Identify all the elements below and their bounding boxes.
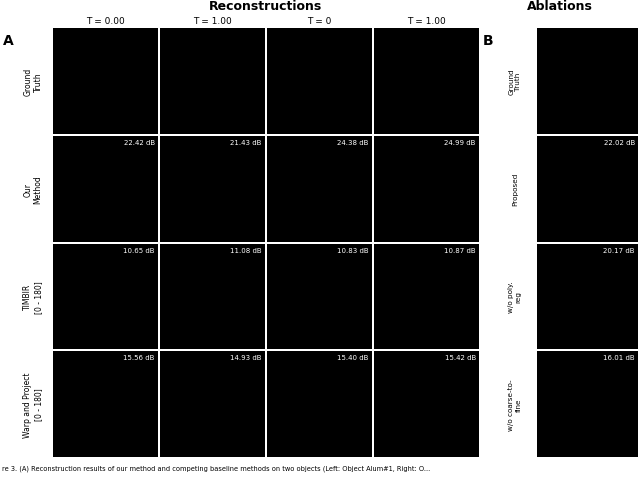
Text: 10.87 dB: 10.87 dB	[444, 247, 476, 253]
Text: Ground
Truth: Ground Truth	[509, 69, 522, 95]
Text: Reconstructions: Reconstructions	[209, 0, 323, 13]
Text: 20.17 dB: 20.17 dB	[604, 247, 635, 253]
Text: 15.40 dB: 15.40 dB	[337, 355, 369, 360]
Text: re 3. (A) Reconstruction results of our method and competing baseline methods on: re 3. (A) Reconstruction results of our …	[2, 465, 430, 471]
Text: 21.43 dB: 21.43 dB	[230, 140, 262, 145]
Text: 22.02 dB: 22.02 dB	[604, 140, 635, 145]
Text: T = 1.00: T = 1.00	[193, 17, 232, 25]
Text: Warp and Project
[0 - 180]: Warp and Project [0 - 180]	[23, 372, 43, 437]
Text: 16.01 dB: 16.01 dB	[604, 355, 635, 360]
Text: 15.56 dB: 15.56 dB	[124, 355, 155, 360]
Text: T = 0.00: T = 0.00	[86, 17, 125, 25]
Text: 11.08 dB: 11.08 dB	[230, 247, 262, 253]
Text: T = 1.00: T = 1.00	[407, 17, 446, 25]
Text: TIMBIR
[0 - 180]: TIMBIR [0 - 180]	[23, 280, 43, 313]
Text: Our
Method: Our Method	[23, 175, 43, 204]
Text: w/o poly.
reg: w/o poly. reg	[509, 281, 522, 312]
Text: 10.83 dB: 10.83 dB	[337, 247, 369, 253]
Text: 10.65 dB: 10.65 dB	[124, 247, 155, 253]
Text: Ground
Truth: Ground Truth	[23, 68, 43, 96]
Text: T = 0: T = 0	[307, 17, 332, 25]
Text: 24.99 dB: 24.99 dB	[444, 140, 476, 145]
Text: w/o coarse-to-
fine: w/o coarse-to- fine	[509, 379, 522, 430]
Text: 22.42 dB: 22.42 dB	[124, 140, 155, 145]
Text: Proposed: Proposed	[512, 173, 518, 206]
Text: 15.42 dB: 15.42 dB	[445, 355, 476, 360]
Text: 24.38 dB: 24.38 dB	[337, 140, 369, 145]
Text: Ablations: Ablations	[527, 0, 593, 13]
Text: 14.93 dB: 14.93 dB	[230, 355, 262, 360]
Text: A: A	[3, 35, 13, 48]
Text: B: B	[483, 35, 493, 48]
